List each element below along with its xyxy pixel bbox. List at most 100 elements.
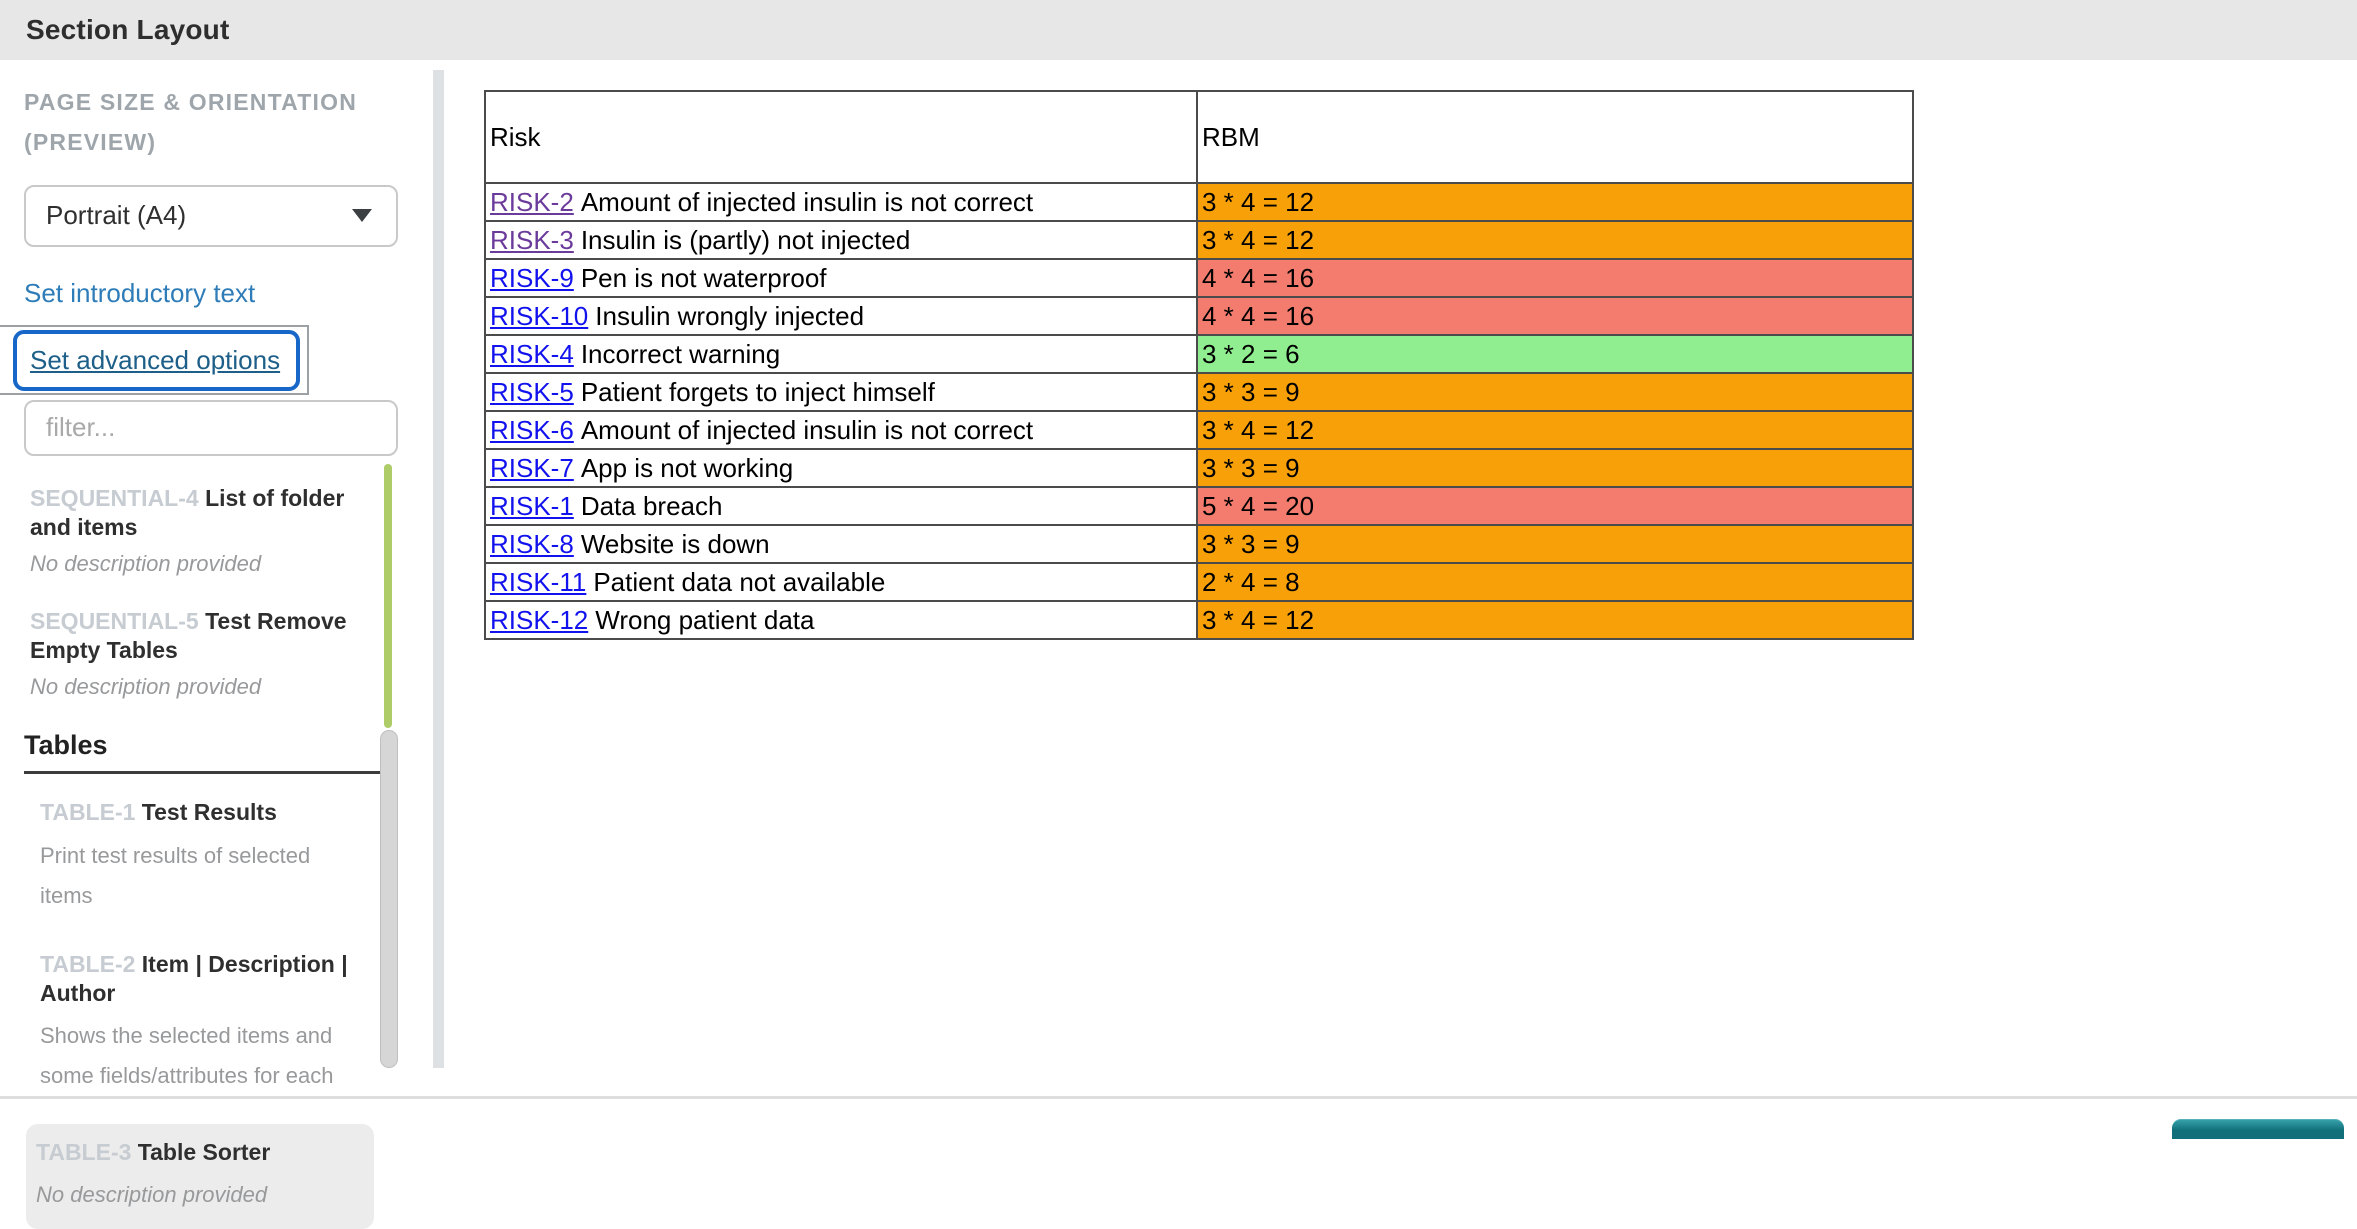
sidebar-divider: [433, 70, 444, 1068]
risk-cell: RISK-7 App is not working: [484, 448, 1198, 488]
risk-cell: RISK-12 Wrong patient data: [484, 600, 1198, 640]
page-title: Section Layout: [26, 14, 230, 45]
risk-description: Amount of injected insulin is not correc…: [580, 414, 1034, 445]
section-title: List of folder and items: [30, 484, 345, 540]
table-title: Table Sorter: [137, 1139, 271, 1166]
focus-ring: Set advanced options: [13, 329, 301, 391]
table-description: Shows the selected items and some fields…: [40, 1022, 334, 1089]
risk-id-link[interactable]: RISK-5: [490, 376, 574, 407]
risk-cell: RISK-2 Amount of injected insulin is not …: [484, 182, 1198, 222]
rbm-cell: 3 * 3 = 9: [1196, 448, 1914, 488]
list-item-section[interactable]: SEQUENTIAL-5 Test Remove Empty Tables No…: [30, 607, 380, 700]
risk-cell: RISK-4 Incorrect warning: [484, 334, 1198, 374]
tables-list-scrollbar-thumb[interactable]: [380, 730, 398, 1068]
rbm-cell: 3 * 4 = 12: [1196, 182, 1914, 222]
table-description: No description provided: [36, 1182, 268, 1208]
section-id: SEQUENTIAL-4: [30, 484, 199, 511]
risk-description: Pen is not waterproof: [580, 262, 827, 293]
preview-table-body: RISK-2 Amount of injected insulin is not …: [484, 182, 1914, 640]
risk-id-link[interactable]: RISK-10: [490, 300, 589, 331]
set-advanced-options-focus-wrap: Set advanced options: [0, 324, 310, 395]
rbm-cell: 3 * 4 = 12: [1196, 410, 1914, 450]
rbm-cell: 3 * 3 = 9: [1196, 524, 1914, 564]
risk-id-link[interactable]: RISK-6: [490, 414, 574, 445]
rbm-cell: 3 * 3 = 9: [1196, 372, 1914, 412]
chevron-down-icon: [352, 209, 372, 222]
table-row: RISK-11 Patient data not available 2 * 4 …: [484, 562, 1914, 602]
table-title: Item | Description | Author: [40, 950, 348, 1006]
risk-description: Patient data not available: [593, 566, 886, 597]
risk-description: Patient forgets to inject himself: [580, 376, 935, 407]
risk-preview-table: Risk RBM RISK-2 Amount of injected insuli…: [484, 90, 1914, 640]
table-row: RISK-5 Patient forgets to inject himself …: [484, 372, 1914, 412]
list-item-table[interactable]: TABLE-2 Item | Description | Author Show…: [30, 944, 374, 1102]
table-row: RISK-4 Incorrect warning 3 * 2 = 6: [484, 334, 1914, 374]
risk-cell: RISK-1 Data breach: [484, 486, 1198, 526]
risk-id-link[interactable]: RISK-9: [490, 262, 574, 293]
tables-heading: Tables: [24, 730, 382, 775]
primary-action-button[interactable]: [2172, 1119, 2344, 1139]
risk-cell: RISK-11 Patient data not available: [484, 562, 1198, 602]
section-title: Test Remove Empty Tables: [30, 607, 347, 664]
risk-id-link[interactable]: RISK-3: [490, 224, 574, 255]
risk-cell: RISK-10 Insulin wrongly injected: [484, 296, 1198, 336]
rbm-cell: 3 * 2 = 6: [1196, 334, 1914, 374]
set-introductory-text-link[interactable]: Set introductory text: [24, 277, 256, 308]
section-description: No description provided: [30, 674, 262, 700]
set-advanced-options-link[interactable]: Set advanced options: [30, 344, 281, 375]
risk-id-link[interactable]: RISK-7: [490, 452, 574, 483]
risk-description: App is not working: [580, 452, 794, 483]
table-row: RISK-8 Website is down 3 * 3 = 9: [484, 524, 1914, 564]
list-item-table[interactable]: TABLE-3 Table Sorter No description prov…: [26, 1124, 374, 1229]
risk-description: Insulin wrongly injected: [595, 300, 865, 331]
risk-id-link[interactable]: RISK-2: [490, 186, 574, 217]
orientation-select-value: Portrait (A4): [46, 200, 187, 230]
rbm-cell: 2 * 4 = 8: [1196, 562, 1914, 602]
table-row: RISK-7 App is not working 3 * 3 = 9: [484, 448, 1914, 488]
section-id: SEQUENTIAL-5: [30, 607, 199, 634]
heading-line1: PAGE SIZE & ORIENTATION: [24, 89, 358, 115]
risk-id-link[interactable]: RISK-12: [490, 604, 589, 635]
sidebar: PAGE SIZE & ORIENTATION (PREVIEW) Portra…: [0, 60, 437, 1229]
table-description: Print test results of selected items: [40, 842, 311, 908]
page-size-orientation-heading: PAGE SIZE & ORIENTATION (PREVIEW): [24, 82, 437, 163]
table-header-row: Risk RBM: [484, 90, 1914, 184]
filter-input[interactable]: [24, 399, 398, 456]
tables-list: TABLE-1 Test Results Print test results …: [24, 792, 374, 1229]
column-header-risk: Risk: [484, 90, 1198, 184]
risk-description: Amount of injected insulin is not correc…: [580, 186, 1034, 217]
table-title: Test Results: [141, 799, 277, 826]
table-id: TABLE-1: [40, 799, 136, 826]
risk-description: Incorrect warning: [580, 338, 781, 369]
heading-line2: (PREVIEW): [24, 129, 157, 156]
table-row: RISK-6 Amount of injected insulin is not …: [484, 410, 1914, 450]
risk-description: Insulin is (partly) not injected: [580, 224, 911, 255]
risk-cell: RISK-5 Patient forgets to inject himself: [484, 372, 1198, 412]
rbm-cell: 5 * 4 = 20: [1196, 486, 1914, 526]
risk-id-link[interactable]: RISK-8: [490, 528, 574, 559]
orientation-select[interactable]: Portrait (A4): [24, 184, 398, 247]
list-item-section[interactable]: SEQUENTIAL-4 List of folder and items No…: [30, 484, 380, 577]
rbm-cell: 3 * 4 = 12: [1196, 600, 1914, 640]
table-row: RISK-2 Amount of injected insulin is not …: [484, 182, 1914, 222]
section-description: No description provided: [30, 550, 262, 576]
risk-id-link[interactable]: RISK-11: [490, 566, 587, 597]
list-item-table[interactable]: TABLE-1 Test Results Print test results …: [30, 792, 374, 921]
rbm-cell: 4 * 4 = 16: [1196, 296, 1914, 336]
table-row: RISK-9 Pen is not waterproof 4 * 4 = 16: [484, 258, 1914, 298]
app-header: Section Layout: [0, 0, 2357, 60]
table-row: RISK-1 Data breach 5 * 4 = 20: [484, 486, 1914, 526]
table-id: TABLE-2: [40, 950, 136, 977]
risk-cell: RISK-8 Website is down: [484, 524, 1198, 564]
table-id: TABLE-3: [36, 1139, 132, 1166]
table-row: RISK-12 Wrong patient data 3 * 4 = 12: [484, 600, 1914, 640]
risk-cell: RISK-9 Pen is not waterproof: [484, 258, 1198, 298]
risk-id-link[interactable]: RISK-1: [490, 490, 574, 521]
risk-id-link[interactable]: RISK-4: [490, 338, 574, 369]
rbm-cell: 3 * 4 = 12: [1196, 220, 1914, 260]
risk-description: Data breach: [580, 490, 723, 521]
column-header-rbm: RBM: [1196, 90, 1914, 184]
footer-divider: [0, 1096, 2357, 1099]
table-row: RISK-3 Insulin is (partly) not injected 3…: [484, 220, 1914, 260]
risk-cell: RISK-6 Amount of injected insulin is not …: [484, 410, 1198, 450]
